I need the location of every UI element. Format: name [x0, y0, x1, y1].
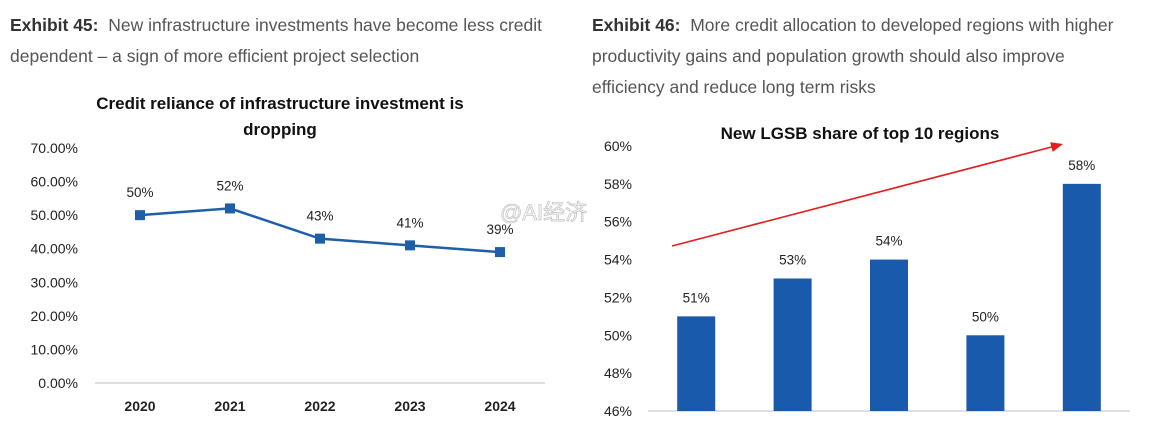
line-data-label: 52%: [216, 178, 243, 193]
exhibit-45-label: Exhibit 45:: [10, 15, 99, 35]
line-ytick-label: 50.00%: [31, 207, 78, 223]
exhibit-46-text: More credit allocation to developed regi…: [592, 15, 1114, 97]
line-ytick-label: 30.00%: [31, 274, 78, 290]
line-chart-title-2: dropping: [243, 120, 317, 139]
bar-ytick-label: 50%: [604, 327, 632, 343]
line-ytick-label: 0.00%: [38, 375, 78, 391]
bar-ytick-label: 52%: [604, 289, 632, 305]
line-ytick-label: 20.00%: [31, 308, 78, 324]
bar: [677, 316, 716, 411]
line-xtick-label: 2021: [214, 398, 245, 414]
bar-data-label: 51%: [683, 290, 710, 305]
bar-chart-title: New LGSB share of top 10 regions: [721, 124, 1000, 143]
bar: [870, 259, 908, 411]
line-xtick-label: 2023: [394, 398, 425, 414]
line-data-label: 41%: [396, 215, 423, 230]
line-ytick-label: 10.00%: [31, 341, 78, 357]
line-ytick-label: 60.00%: [31, 174, 78, 190]
line-chart-title-1: Credit reliance of infrastructure invest…: [96, 94, 464, 113]
bar-data-label: 58%: [1068, 158, 1095, 173]
line-data-label: 39%: [486, 222, 513, 237]
bar-ytick-label: 58%: [604, 176, 632, 192]
exhibit-45-title: Exhibit 45: New infrastructure investmen…: [10, 10, 550, 72]
bar: [1062, 183, 1101, 411]
exhibit-46-title: Exhibit 46: More credit allocation to de…: [592, 10, 1132, 103]
line-chart: Credit reliance of infrastructure invest…: [31, 94, 545, 414]
trend-arrow-line: [671, 145, 1054, 247]
exhibit-46-label: Exhibit 46:: [592, 15, 681, 35]
line-ytick-label: 40.00%: [31, 241, 78, 257]
bar-ytick-label: 54%: [604, 252, 632, 268]
bar-ytick-label: 46%: [604, 403, 632, 419]
bar-ytick-label: 56%: [604, 214, 632, 230]
bar-data-label: 54%: [875, 234, 902, 249]
line-xtick-label: 2020: [124, 398, 155, 414]
bar-data-label: 50%: [972, 309, 999, 324]
line-point-marker: [135, 210, 145, 221]
bar-data-label: 53%: [779, 253, 806, 268]
bar-ytick-label: 48%: [604, 365, 632, 381]
line-xtick-label: 2024: [484, 398, 515, 414]
line-xtick-label: 2022: [304, 398, 335, 414]
line-data-label: 43%: [306, 209, 333, 224]
line-point-marker: [225, 203, 235, 214]
bar: [773, 278, 812, 411]
line-point-marker: [315, 233, 325, 244]
line-ytick-label: 70.00%: [31, 140, 78, 156]
line-data-label: 50%: [126, 185, 153, 200]
watermark: @AI经济: [500, 200, 587, 225]
trend-arrow-head: [1050, 142, 1063, 152]
line-point-marker: [405, 240, 415, 251]
bar: [966, 335, 1005, 411]
line-point-marker: [495, 247, 505, 258]
exhibit-45-text: New infrastructure investments have beco…: [10, 15, 543, 66]
bar-ytick-label: 60%: [604, 138, 632, 154]
